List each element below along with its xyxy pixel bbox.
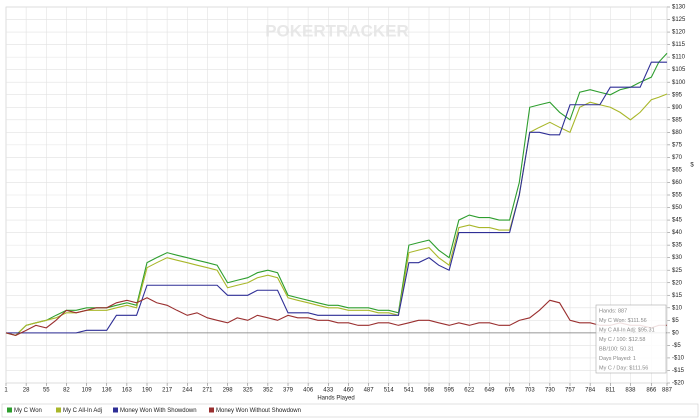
x-tick-label: 325 — [243, 388, 254, 394]
x-tick-label: 82 — [63, 388, 70, 394]
x-axis-label: Hands Played — [317, 396, 354, 402]
x-tick-label: 460 — [343, 388, 354, 394]
x-tick-label: 136 — [102, 388, 113, 394]
legend-swatch — [56, 407, 61, 413]
y-tick-label: -$20 — [672, 381, 685, 387]
x-tick-label: 784 — [585, 388, 596, 394]
x-tick-label: 730 — [545, 388, 556, 394]
series-line — [5, 93, 668, 336]
y-tick-label: $10 — [672, 305, 683, 311]
x-tick-label: 811 — [606, 388, 616, 394]
x-tick-label: 887 — [662, 388, 673, 394]
legend-swatch — [209, 407, 214, 413]
y-tick-label: $120 — [672, 30, 686, 36]
x-tick-label: 649 — [484, 388, 495, 394]
x-tick-label: 703 — [525, 388, 536, 394]
y-tick-label: $125 — [672, 17, 686, 23]
x-tick-label: 271 — [202, 388, 213, 394]
tooltip-line: My C Won: $111.56 — [599, 318, 647, 324]
y-tick-label: $55 — [672, 193, 683, 199]
y-tick-label: $5 — [672, 318, 679, 324]
x-tick-label: 757 — [565, 388, 576, 394]
tooltip-box — [595, 304, 667, 374]
x-tick-label: 352 — [263, 388, 274, 394]
y-tick-label: $35 — [672, 243, 683, 249]
y-tick-label: $15 — [672, 293, 683, 299]
tooltip-line: Hands: 887 — [599, 308, 627, 314]
x-tick-label: 541 — [404, 388, 415, 394]
y-tick-label: -$15 — [672, 368, 685, 374]
y-tick-label: $25 — [672, 268, 683, 274]
x-tick-label: 244 — [182, 388, 193, 394]
y-tick-label: $105 — [672, 67, 686, 73]
tooltip-line: BB/100: 50.31 — [599, 346, 634, 352]
legend-label: My C All-In Adj — [63, 408, 102, 414]
x-tick-label: 190 — [142, 388, 153, 394]
tooltip-line: My C / 100: $12.58 — [599, 337, 645, 343]
y-tick-label: $130 — [672, 5, 686, 11]
x-tick-label: 163 — [122, 388, 133, 394]
y-tick-label: $50 — [672, 205, 683, 211]
y-tick-label: $80 — [672, 130, 683, 136]
series-line — [6, 61, 667, 334]
y-tick-label: $95 — [672, 92, 683, 98]
y-tick-label: $110 — [672, 55, 686, 61]
x-tick-label: 514 — [384, 388, 395, 394]
x-tick-label: 28 — [23, 388, 30, 394]
x-tick-label: 433 — [323, 388, 334, 394]
x-tick-label: 1 — [4, 388, 8, 394]
y-tick-label: $70 — [672, 155, 683, 161]
y-tick-label: $75 — [672, 142, 683, 148]
y-tick-label: $90 — [672, 105, 683, 111]
x-tick-label: 487 — [364, 388, 375, 394]
y-tick-label: $100 — [672, 80, 686, 86]
x-tick-label: 595 — [444, 388, 455, 394]
x-tick-label: 622 — [464, 388, 475, 394]
x-tick-label: 109 — [82, 388, 93, 394]
series-line — [5, 52, 668, 336]
legend-label: My C Won — [14, 408, 42, 414]
tooltip-line: My C / Day: $111.56 — [599, 365, 648, 371]
watermark: POKERTRACKER — [265, 21, 409, 40]
legend-swatch — [7, 407, 12, 413]
x-tick-label: 379 — [283, 388, 294, 394]
y-tick-label: $40 — [672, 230, 683, 236]
y-tick-label: -$10 — [672, 356, 685, 362]
x-tick-label: 298 — [223, 388, 234, 394]
legend-label: Money Won Without Showdown — [216, 408, 301, 414]
x-tick-label: 55 — [43, 388, 50, 394]
series-line — [5, 297, 667, 336]
x-tick-label: 568 — [424, 388, 435, 394]
y-tick-label: $20 — [672, 280, 683, 286]
y-tick-label: $65 — [672, 168, 683, 174]
x-tick-label: 217 — [162, 388, 173, 394]
y-tick-label: $0 — [672, 330, 679, 336]
y-tick-label: $45 — [672, 218, 683, 224]
tooltip-line: Days Played: 1 — [599, 356, 636, 362]
y-axis-label: $ — [690, 163, 694, 169]
x-tick-label: 406 — [303, 388, 314, 394]
x-tick-label: 866 — [646, 388, 657, 394]
legend-label: Money Won With Showdown — [120, 408, 197, 414]
y-tick-label: $30 — [672, 255, 683, 261]
y-tick-label: $60 — [672, 180, 683, 186]
legend-swatch — [113, 407, 118, 413]
legend-box — [1, 403, 699, 418]
y-tick-label: $115 — [672, 42, 686, 48]
x-tick-label: 838 — [625, 388, 636, 394]
x-tick-label: 676 — [505, 388, 516, 394]
y-tick-label: -$5 — [672, 343, 681, 349]
y-tick-label: $85 — [672, 117, 683, 123]
tooltip-line: My C All-In Adj: $95.31 — [599, 327, 655, 333]
